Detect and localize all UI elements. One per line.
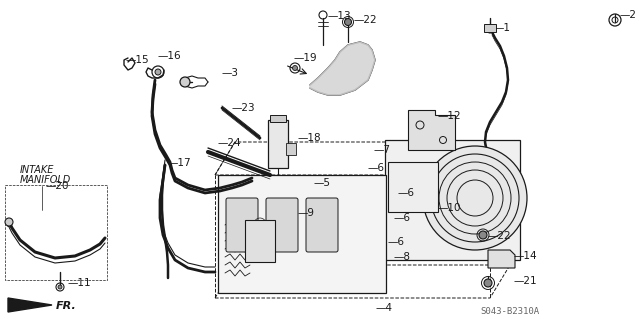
Circle shape: [5, 218, 13, 226]
FancyBboxPatch shape: [306, 198, 338, 252]
Text: —4: —4: [375, 303, 392, 313]
Text: —6: —6: [388, 237, 405, 247]
Text: —1: —1: [494, 23, 511, 33]
Bar: [218, 175, 386, 293]
Text: —9: —9: [298, 208, 315, 218]
Bar: [388, 162, 438, 212]
Bar: [268, 120, 288, 168]
Text: —13: —13: [327, 11, 351, 21]
Text: —24: —24: [218, 138, 242, 148]
Bar: [245, 220, 275, 262]
FancyBboxPatch shape: [226, 198, 258, 252]
Text: INTAKE: INTAKE: [20, 165, 54, 175]
Text: —19: —19: [293, 53, 317, 63]
Bar: [286, 143, 296, 155]
Bar: [385, 140, 520, 260]
Text: —5: —5: [313, 178, 330, 188]
Text: —14: —14: [513, 251, 536, 261]
Circle shape: [58, 285, 62, 289]
Text: —2: —2: [619, 10, 636, 20]
Text: S043-B2310A: S043-B2310A: [481, 308, 540, 316]
Polygon shape: [488, 250, 515, 268]
Text: —16: —16: [158, 51, 182, 61]
Text: —22: —22: [353, 15, 376, 25]
Circle shape: [292, 65, 298, 70]
Text: —17: —17: [168, 158, 191, 168]
Bar: [270, 115, 286, 122]
Text: —23: —23: [231, 103, 255, 113]
Circle shape: [155, 69, 161, 75]
Text: —18: —18: [298, 133, 322, 143]
Text: —6: —6: [398, 188, 415, 198]
Text: —6: —6: [368, 163, 385, 173]
Text: —6: —6: [393, 213, 410, 223]
Polygon shape: [8, 298, 52, 312]
Circle shape: [344, 19, 351, 26]
Text: —22: —22: [487, 231, 511, 241]
Circle shape: [479, 231, 487, 239]
Circle shape: [180, 77, 190, 87]
Polygon shape: [310, 42, 375, 95]
Text: —8: —8: [393, 252, 410, 262]
Polygon shape: [408, 110, 455, 150]
Text: —15: —15: [126, 55, 150, 65]
Text: FR.: FR.: [56, 301, 77, 311]
Text: —3: —3: [222, 68, 239, 78]
Text: —21: —21: [513, 276, 536, 286]
FancyBboxPatch shape: [266, 198, 298, 252]
Circle shape: [484, 279, 492, 287]
Text: —7: —7: [373, 145, 390, 155]
Text: —20: —20: [45, 181, 68, 191]
Bar: [5, 185, 107, 280]
Circle shape: [423, 146, 527, 250]
Bar: [484, 24, 496, 32]
Text: —12: —12: [438, 111, 461, 121]
Text: MANIFOLD: MANIFOLD: [20, 175, 71, 185]
Text: —10: —10: [438, 203, 461, 213]
Text: —11: —11: [68, 278, 92, 288]
